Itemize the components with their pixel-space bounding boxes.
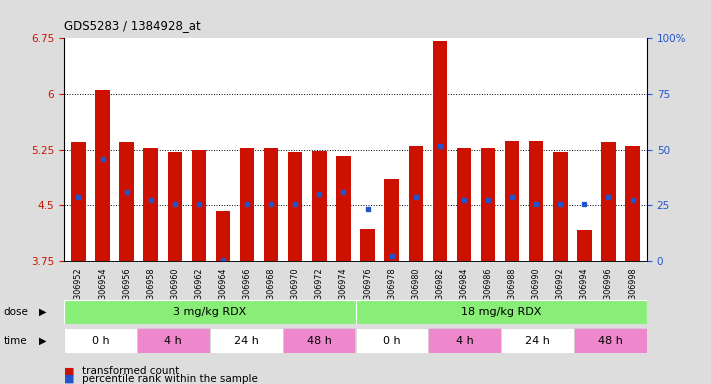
Bar bbox=[64, 300, 356, 324]
Text: 24 h: 24 h bbox=[234, 336, 259, 346]
Bar bbox=[456, 148, 471, 261]
Bar bbox=[71, 142, 85, 261]
Bar bbox=[529, 141, 543, 261]
Bar bbox=[192, 150, 206, 261]
Bar bbox=[574, 328, 647, 353]
Text: dose: dose bbox=[4, 307, 28, 317]
Text: percentile rank within the sample: percentile rank within the sample bbox=[82, 374, 257, 384]
Text: transformed count: transformed count bbox=[82, 366, 179, 376]
Bar bbox=[312, 151, 326, 261]
Text: 18 mg/kg RDX: 18 mg/kg RDX bbox=[461, 307, 542, 317]
Bar bbox=[215, 211, 230, 261]
Bar bbox=[137, 328, 210, 353]
Text: time: time bbox=[4, 336, 27, 346]
Text: 4 h: 4 h bbox=[164, 336, 182, 346]
Text: ▶: ▶ bbox=[39, 336, 47, 346]
Bar bbox=[428, 328, 501, 353]
Text: GDS5283 / 1384928_at: GDS5283 / 1384928_at bbox=[64, 19, 201, 32]
Text: 0 h: 0 h bbox=[383, 336, 401, 346]
Bar bbox=[119, 142, 134, 261]
Bar bbox=[288, 152, 302, 261]
Bar bbox=[553, 152, 567, 261]
Text: 4 h: 4 h bbox=[456, 336, 474, 346]
Bar bbox=[168, 152, 182, 261]
Bar bbox=[240, 147, 255, 261]
Bar bbox=[360, 229, 375, 261]
Text: ■: ■ bbox=[64, 374, 75, 384]
Bar bbox=[282, 328, 356, 353]
Bar bbox=[356, 300, 647, 324]
Bar bbox=[577, 230, 592, 261]
Bar bbox=[626, 146, 640, 261]
Bar bbox=[64, 328, 137, 353]
Text: ▶: ▶ bbox=[39, 307, 47, 317]
Bar bbox=[432, 41, 447, 261]
Bar bbox=[385, 179, 399, 261]
Bar bbox=[409, 146, 423, 261]
Text: 3 mg/kg RDX: 3 mg/kg RDX bbox=[173, 307, 247, 317]
Bar bbox=[602, 142, 616, 261]
Bar bbox=[264, 147, 279, 261]
Bar bbox=[95, 90, 109, 261]
Bar bbox=[356, 328, 428, 353]
Text: 24 h: 24 h bbox=[525, 336, 550, 346]
Text: ■: ■ bbox=[64, 366, 75, 376]
Text: 48 h: 48 h bbox=[598, 336, 623, 346]
Bar bbox=[481, 148, 496, 261]
Text: 48 h: 48 h bbox=[306, 336, 331, 346]
Bar bbox=[336, 156, 351, 261]
Bar bbox=[501, 328, 574, 353]
Bar bbox=[210, 328, 283, 353]
Text: 0 h: 0 h bbox=[92, 336, 109, 346]
Bar bbox=[505, 141, 519, 261]
Bar bbox=[144, 147, 158, 261]
